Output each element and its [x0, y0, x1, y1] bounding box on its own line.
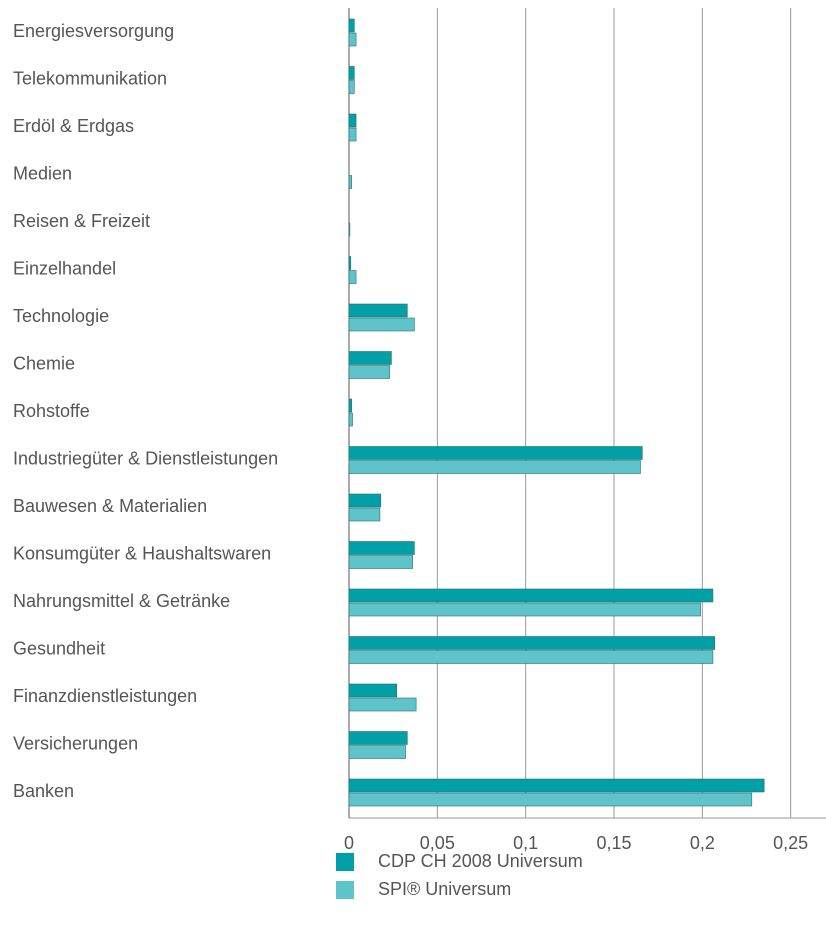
bar [348, 32, 357, 47]
y-tick-label: Energiesversorgung [13, 21, 174, 41]
y-tick-label: Rohstoffe [13, 401, 90, 421]
y-tick-label: Medien [13, 163, 72, 183]
y-tick-label: Konsumgüter & Haushaltswaren [13, 543, 271, 563]
bar [348, 256, 352, 270]
legend-label: CDP CH 2008 Universum [378, 851, 583, 871]
y-tick-label: Reisen & Freizeit [13, 211, 150, 231]
bar [348, 792, 753, 807]
bar [348, 745, 406, 759]
bar [348, 697, 417, 712]
bar [348, 507, 381, 522]
legend-swatch [336, 881, 354, 899]
bar [348, 365, 390, 379]
y-tick-label: Finanzdienstleistungen [13, 686, 197, 706]
y-tick-label: Technologie [13, 306, 109, 326]
bar [348, 650, 714, 664]
bar [348, 446, 643, 460]
bar [348, 460, 641, 474]
legend-label: SPI® Universum [378, 879, 511, 899]
x-tick-label: 0,25 [773, 833, 808, 853]
bar [348, 270, 357, 284]
x-tick-label: 0,05 [420, 833, 455, 853]
y-tick-label: Industriegüter & Dienstleistungen [13, 448, 278, 468]
bar [348, 317, 415, 332]
y-tick-label: Erdöl & Erdgas [13, 116, 134, 136]
y-tick-label: Bauwesen & Materialien [13, 496, 207, 516]
bar [348, 683, 398, 698]
bar [348, 412, 353, 427]
x-tick-label: 0,2 [690, 833, 715, 853]
y-tick-label: Telekommunikation [13, 68, 167, 88]
bar [348, 636, 716, 650]
y-tick-label: Chemie [13, 353, 75, 373]
y-tick-label: Einzelhandel [13, 258, 116, 278]
x-tick-label: 0 [344, 833, 354, 853]
bar [348, 588, 714, 603]
y-tick-label: Versicherungen [13, 733, 138, 753]
bar [348, 493, 382, 508]
bar [348, 602, 701, 617]
bar [348, 127, 357, 142]
bar [348, 175, 352, 189]
bar [348, 222, 351, 237]
bar [348, 18, 355, 33]
bar [348, 303, 408, 318]
bar [348, 731, 408, 745]
bar [348, 541, 415, 555]
y-tick-label: Banken [13, 781, 74, 801]
bar [348, 398, 352, 413]
x-tick-label: 0,1 [513, 833, 538, 853]
legend-swatch [336, 853, 354, 871]
y-tick-label: Nahrungsmittel & Getränke [13, 591, 230, 611]
bar [348, 778, 765, 793]
y-tick-label: Gesundheit [13, 638, 105, 658]
bar [348, 113, 357, 128]
bar [348, 555, 413, 569]
bar [348, 66, 355, 80]
x-tick-label: 0,15 [596, 833, 631, 853]
bar [348, 351, 392, 365]
bar [348, 80, 355, 94]
